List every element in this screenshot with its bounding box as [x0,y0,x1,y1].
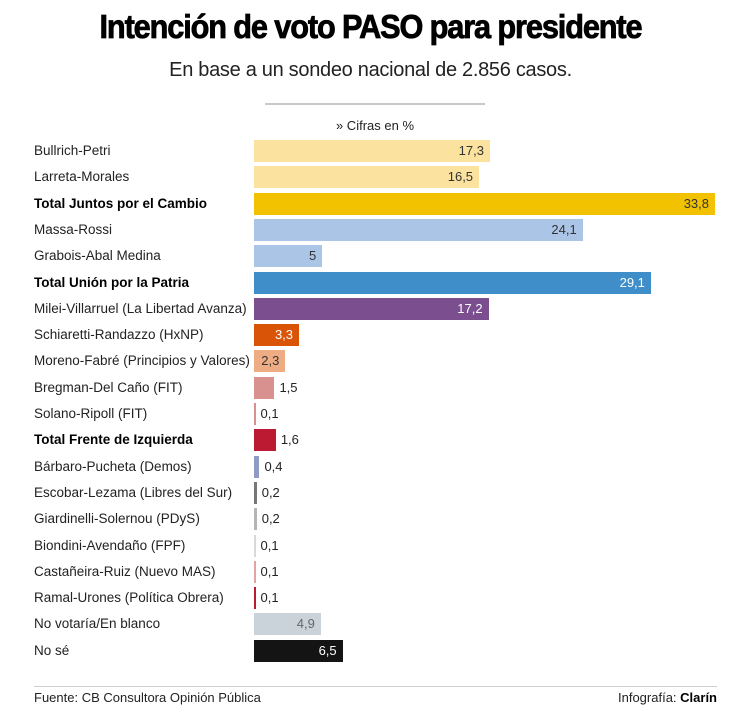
chart-title: Intención de voto PASO para presidente [99,8,643,46]
bar [254,140,490,162]
bar [254,376,275,399]
value-label: 2,3 [261,353,280,369]
bar [254,218,583,241]
category-label: Bregman-Del Caño (FIT) [34,379,183,395]
category-label: Larreta-Morales [34,169,130,185]
bar [254,455,260,478]
value-label: 33,8 [683,195,709,211]
value-label: 24,1 [551,221,577,237]
bar [254,271,651,294]
bar [254,403,256,425]
bar [254,613,321,636]
category-label: Escobar-Lezama (Libres del Sur) [34,484,233,500]
category-label: Milei-Villarruel (La Libertad Avanza) [34,300,247,316]
value-label: 4,9 [296,616,315,632]
bar [254,534,256,557]
bar [254,350,286,373]
value-label: 5 [308,248,317,264]
value-label: 3,3 [274,327,294,343]
category-label: Total Juntos por el Cambio [34,195,208,211]
value-label: 1,6 [280,432,299,448]
category-label: Schiaretti-Randazzo (HxNP) [34,327,204,343]
bar [254,297,489,320]
bar [254,324,299,347]
value-label: 0,1 [260,406,279,421]
value-label: 0,1 [260,537,279,553]
category-label: Giardinelli-Solernou (PDyS) [34,511,200,527]
chart-subtitle: En base a un sondeo nacional de 2.856 ca… [169,59,572,81]
value-label: 16,5 [447,169,474,185]
units-note: » Cifras en % [335,118,415,133]
category-label: Total Unión por la Patria [34,274,190,290]
bar [254,560,256,583]
value-label: 6,5 [318,642,337,658]
bar [254,481,257,504]
bar [254,639,343,662]
category-label: No sé [34,642,70,658]
category-label: Ramal-Urones (Política Obrera) [34,590,224,606]
source-note: Fuente: CB Consultora Opinión Pública [34,690,261,705]
category-label: Total Frente de Izquierda [34,432,193,448]
value-label: 17,2 [457,300,483,316]
bar [254,245,323,268]
value-label: 0,4 [264,458,283,474]
category-label: Bullrich-Petri [34,143,111,158]
credit-prefix: Infografía: [618,690,681,705]
category-label: No votaría/En blanco [34,616,161,632]
value-label: 0,2 [261,511,280,527]
value-label: 1,5 [279,379,298,395]
value-label: 0,2 [261,484,280,500]
value-label: 17,3 [458,143,484,158]
bar [254,192,715,215]
category-label: Biondini-Avendaño (FPF) [34,537,186,553]
credit-note: Infografía: Clarín [618,690,717,705]
bar [254,429,276,452]
value-label: 0,1 [260,590,279,606]
header-divider [265,103,485,105]
bar [254,508,257,531]
bar [254,166,480,189]
value-label: 29,1 [619,274,645,290]
category-label: Moreno-Fabré (Principios y Valores) [34,353,250,369]
category-label: Massa-Rossi [34,221,113,237]
category-label: Grabois-Abal Medina [34,248,161,264]
value-label: 0,1 [260,563,279,579]
credit-brand: Clarín [680,690,717,705]
category-label: Bárbaro-Pucheta (Demos) [34,458,192,474]
footer-divider [34,686,717,687]
category-label: Castañeira-Ruiz (Nuevo MAS) [34,563,216,579]
category-label: Solano-Ripoll (FIT) [34,406,148,421]
bar [254,587,256,610]
